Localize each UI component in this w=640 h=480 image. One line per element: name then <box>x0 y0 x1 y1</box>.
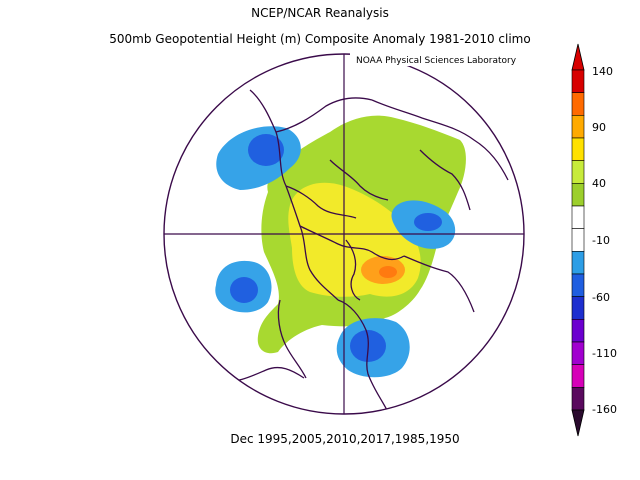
colorbar-segment <box>571 341 585 365</box>
colorbar-min-arrow <box>571 409 585 437</box>
title: NCEP/NCAR Reanalysis <box>251 6 389 20</box>
map-border <box>163 53 525 415</box>
colorbar-segment <box>571 387 585 411</box>
colorbar-segment <box>571 205 585 229</box>
lab-credit-box <box>350 50 532 66</box>
colorbar-segment <box>571 228 585 252</box>
colorbar-segment <box>571 251 585 275</box>
colorbar-segment <box>571 160 585 184</box>
colorbar-segment <box>571 115 585 139</box>
colorbar-label-40: 40 <box>592 177 606 190</box>
anomaly-positive-green-small <box>407 129 456 176</box>
lab-credit: NOAA Physical Sciences Laboratory <box>356 56 517 66</box>
colorbar-max-arrow <box>571 43 585 71</box>
subtitle: 500mb Geopotential Height (m) Composite … <box>109 32 531 46</box>
anomaly-max-core <box>379 266 397 278</box>
colorbar-label-m110: -110 <box>592 347 617 360</box>
colorbar-segment <box>571 137 585 161</box>
colorbar-label-140: 140 <box>592 65 613 78</box>
colorbar-label-m60: -60 <box>592 291 610 304</box>
colorbar-segment <box>571 69 585 93</box>
colorbar <box>571 43 585 437</box>
colorbar-label-m160: -160 <box>592 403 617 416</box>
colorbar-segment <box>571 296 585 320</box>
footer-caption: Dec 1995,2005,2010,2017,1985,1950 <box>230 432 460 446</box>
colorbar-segment <box>571 273 585 297</box>
coastlines <box>221 89 509 413</box>
colorbar-label-m10: -10 <box>592 234 610 247</box>
colorbar-label-90: 90 <box>592 121 606 134</box>
anomaly-negative-siberia-core <box>230 277 258 303</box>
colorbar-segment <box>571 183 585 207</box>
colorbar-segment <box>571 92 585 116</box>
anomaly-negative-pacific-core <box>248 134 284 166</box>
anomaly-negative-scandinavia-core <box>414 213 442 231</box>
colorbar-segment <box>571 364 585 388</box>
colorbar-segment <box>571 319 585 343</box>
